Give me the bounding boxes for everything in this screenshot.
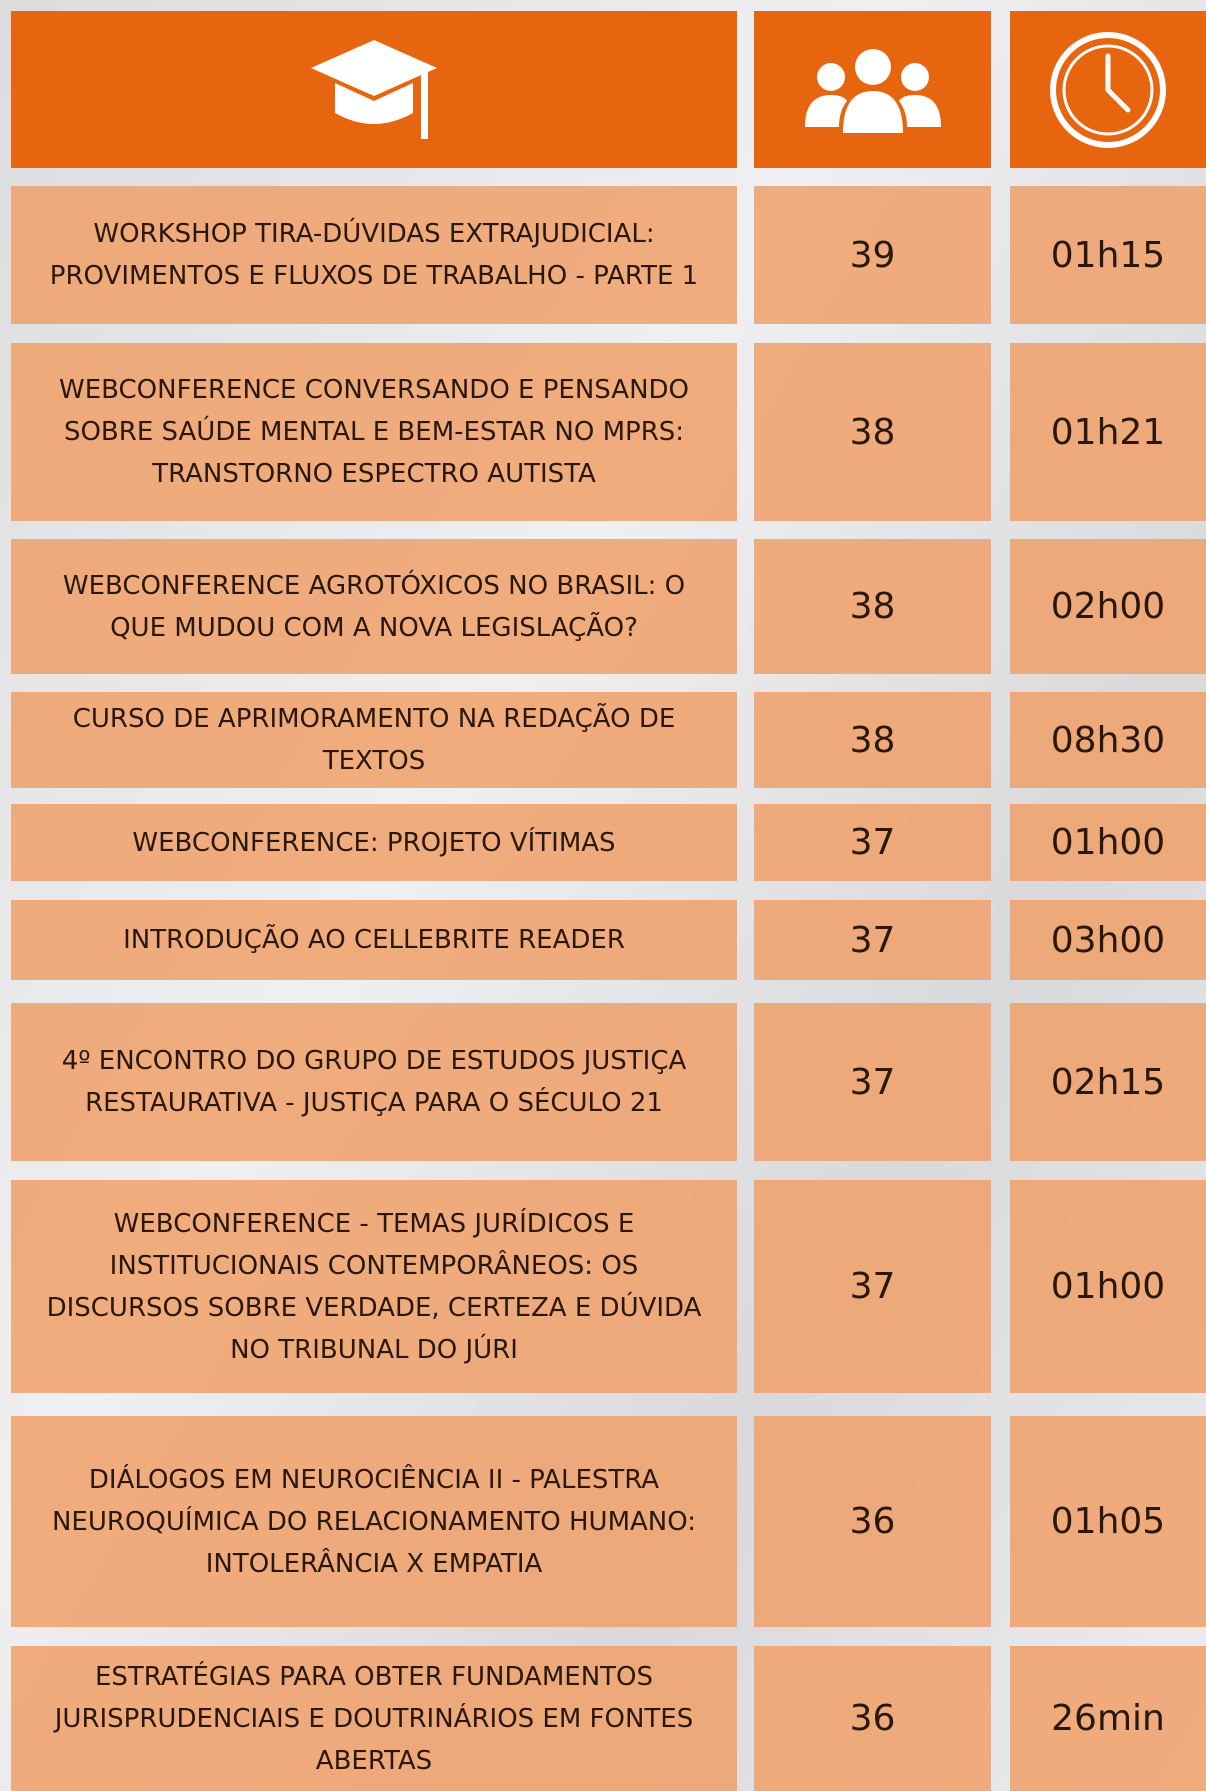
cell-participants: 38 (754, 343, 991, 521)
cell-title: DIÁLOGOS EM NEUROCIÊNCIA II - PALESTRA N… (11, 1416, 737, 1627)
cell-title: WEBCONFERENCE AGROTÓXICOS NO BRASIL: O Q… (11, 539, 737, 674)
cell-participants: 36 (754, 1646, 991, 1791)
cell-title: WEBCONFERENCE CONVERSANDO E PENSANDO SOB… (11, 343, 737, 521)
cell-participants: 39 (754, 186, 991, 324)
cell-duration: 01h00 (1010, 804, 1206, 881)
cell-duration: 01h00 (1010, 1180, 1206, 1393)
cell-title: CURSO DE APRIMORAMENTO NA REDAÇÃO DE TEX… (11, 692, 737, 788)
cell-participants: 38 (754, 692, 991, 788)
page: WORKSHOP TIRA-DÚVIDAS EXTRAJUDICIAL: PRO… (0, 0, 1206, 1791)
cell-duration: 02h15 (1010, 1003, 1206, 1161)
cell-duration: 01h21 (1010, 343, 1206, 521)
people-icon (803, 45, 943, 135)
cell-duration: 02h00 (1010, 539, 1206, 674)
cell-duration: 03h00 (1010, 900, 1206, 980)
header-duration (1010, 11, 1206, 168)
cell-title: INTRODUÇÃO AO CELLEBRITE READER (11, 900, 737, 980)
cell-title: WEBCONFERENCE: PROJETO VÍTIMAS (11, 804, 737, 881)
header-course (11, 11, 737, 168)
cell-participants: 37 (754, 900, 991, 980)
clock-icon (1048, 30, 1168, 150)
cell-title: WEBCONFERENCE - TEMAS JURÍDICOS E INSTIT… (11, 1180, 737, 1393)
cell-participants: 36 (754, 1416, 991, 1627)
cell-participants: 37 (754, 804, 991, 881)
cell-duration: 01h15 (1010, 186, 1206, 324)
cell-title: WORKSHOP TIRA-DÚVIDAS EXTRAJUDICIAL: PRO… (11, 186, 737, 324)
cell-duration: 26min (1010, 1646, 1206, 1791)
cell-title: 4º ENCONTRO DO GRUPO DE ESTUDOS JUSTIÇA … (11, 1003, 737, 1161)
cell-participants: 37 (754, 1003, 991, 1161)
header-participants (754, 11, 991, 168)
graduation-icon (309, 35, 439, 145)
cell-title: ESTRATÉGIAS PARA OBTER FUNDAMENTOS JURIS… (11, 1646, 737, 1791)
cell-duration: 01h05 (1010, 1416, 1206, 1627)
cell-participants: 38 (754, 539, 991, 674)
cell-participants: 37 (754, 1180, 991, 1393)
cell-duration: 08h30 (1010, 692, 1206, 788)
